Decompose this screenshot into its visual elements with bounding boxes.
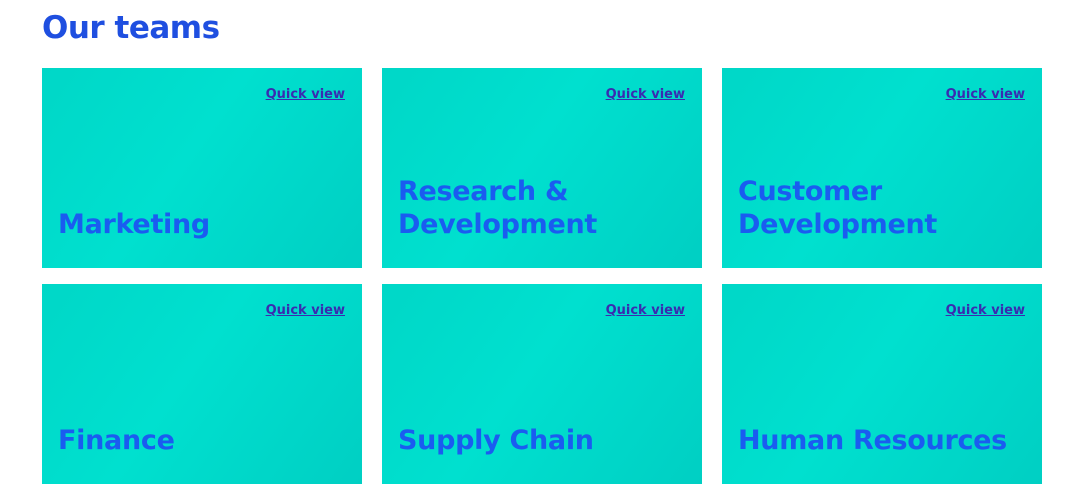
team-name: Human Resources bbox=[738, 425, 1007, 456]
team-card-research-development[interactable]: Quick view Research & Development bbox=[382, 68, 702, 268]
team-name: Customer Development bbox=[738, 176, 938, 240]
quick-view-link[interactable]: Quick view bbox=[945, 87, 1025, 102]
team-card-marketing[interactable]: Quick view Marketing bbox=[42, 68, 362, 268]
teams-grid: Quick view Marketing Quick view Research… bbox=[42, 68, 1042, 484]
quick-view-link[interactable]: Quick view bbox=[605, 87, 685, 102]
quick-view-link[interactable]: Quick view bbox=[265, 303, 345, 318]
quick-view-link[interactable]: Quick view bbox=[605, 303, 685, 318]
team-card-supply-chain[interactable]: Quick view Supply Chain bbox=[382, 284, 702, 484]
team-card-finance[interactable]: Quick view Finance bbox=[42, 284, 362, 484]
team-name: Research & Development bbox=[398, 176, 598, 240]
team-card-human-resources[interactable]: Quick view Human Resources bbox=[722, 284, 1042, 484]
quick-view-link[interactable]: Quick view bbox=[945, 303, 1025, 318]
quick-view-link[interactable]: Quick view bbox=[265, 87, 345, 102]
team-name: Supply Chain bbox=[398, 425, 594, 456]
page-title: Our teams bbox=[42, 10, 220, 46]
team-name: Finance bbox=[58, 425, 175, 456]
team-name: Marketing bbox=[58, 209, 210, 240]
team-card-customer-development[interactable]: Quick view Customer Development bbox=[722, 68, 1042, 268]
